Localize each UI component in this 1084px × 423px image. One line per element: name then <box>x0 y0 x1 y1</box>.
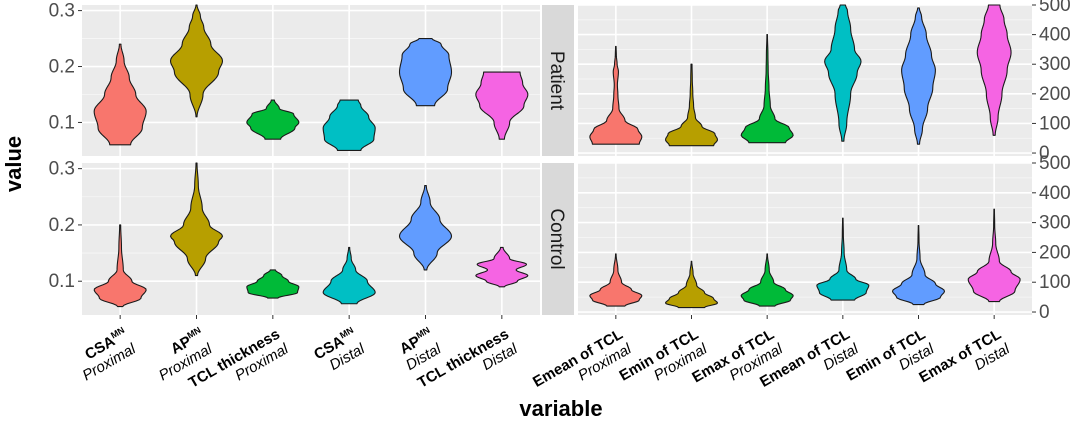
y-tick-label: 300 <box>1039 213 1071 234</box>
violin-right-patient-1 <box>589 45 643 145</box>
violin-left-control-2 <box>169 162 224 277</box>
violin-right-control-1 <box>589 253 643 307</box>
violin-right-patient-2 <box>665 63 718 147</box>
violin-right-control-5 <box>891 225 946 306</box>
violin-left-control-4 <box>322 246 376 305</box>
panel-left-control: 0.1 0.2 0.3 <box>49 159 540 315</box>
y-tick-label: 300 <box>1039 54 1071 75</box>
y-tick-label: 0 <box>1039 143 1050 164</box>
y-tick-label: 400 <box>1039 183 1071 204</box>
y-tick-label: 200 <box>1039 84 1071 105</box>
panel-right-control: 0 100 200 300 400 500 <box>578 153 1071 323</box>
violin-right-control-3 <box>740 253 794 307</box>
y-axis-title: value <box>1 136 26 192</box>
violin-right-patient-5 <box>901 7 936 145</box>
y-tick-label: 0 <box>1039 302 1050 323</box>
category-subscript: MN <box>109 325 126 341</box>
facet-label-patient: Patient <box>546 51 567 111</box>
y-tick-label: 0.2 <box>49 215 75 236</box>
y-tick-label: 100 <box>1039 113 1071 134</box>
facet-strip-patient <box>542 5 574 156</box>
y-tick-label: 200 <box>1039 242 1071 263</box>
violin-left-control-1 <box>93 224 147 308</box>
y-tick-label: 400 <box>1039 25 1071 46</box>
panel-left-patient: 0.1 0.2 0.3 <box>49 1 540 156</box>
violin-left-patient-2 <box>169 4 224 118</box>
panel-background <box>578 163 1032 315</box>
violin-left-patient-3 <box>246 99 300 140</box>
x-axis-title: variable <box>519 396 602 421</box>
violin-left-control-5 <box>398 184 453 271</box>
facet-label-control: Control <box>546 208 567 269</box>
violin-left-control-6 <box>475 246 529 288</box>
violin-left-patient-5 <box>398 38 453 107</box>
violin-left-patient-6 <box>475 71 529 140</box>
violin-right-control-4 <box>816 217 870 301</box>
y-tick-label: 0.1 <box>49 112 75 133</box>
panel-background <box>82 163 540 315</box>
category-subscript: MN <box>414 325 431 341</box>
y-tick-label: 0.2 <box>49 57 75 78</box>
y-tick-label: 500 <box>1039 0 1071 16</box>
panel-background <box>82 5 540 156</box>
violin-left-patient-1 <box>93 43 147 146</box>
violin-right-patient-6 <box>976 4 1012 136</box>
violin-right-patient-4 <box>824 4 862 142</box>
facet-strip-control <box>542 163 574 315</box>
panel-right-patient: 0 100 200 300 400 500 <box>578 0 1071 164</box>
y-tick-label: 100 <box>1039 272 1071 293</box>
violin-right-control-2 <box>664 260 719 309</box>
y-tick-label: 500 <box>1039 153 1071 174</box>
y-tick-label: 0.3 <box>49 1 75 22</box>
category-subscript: MN <box>185 325 202 341</box>
violin-right-control-6 <box>967 208 1021 303</box>
y-tick-label: 0.3 <box>49 159 75 180</box>
y-tick-label: 0.1 <box>49 271 75 292</box>
category-subscript: MN <box>338 325 355 341</box>
violin-left-patient-4 <box>322 99 376 151</box>
violin-left-control-3 <box>246 269 300 299</box>
panel-background <box>578 5 1032 156</box>
violin-right-patient-3 <box>740 34 794 144</box>
